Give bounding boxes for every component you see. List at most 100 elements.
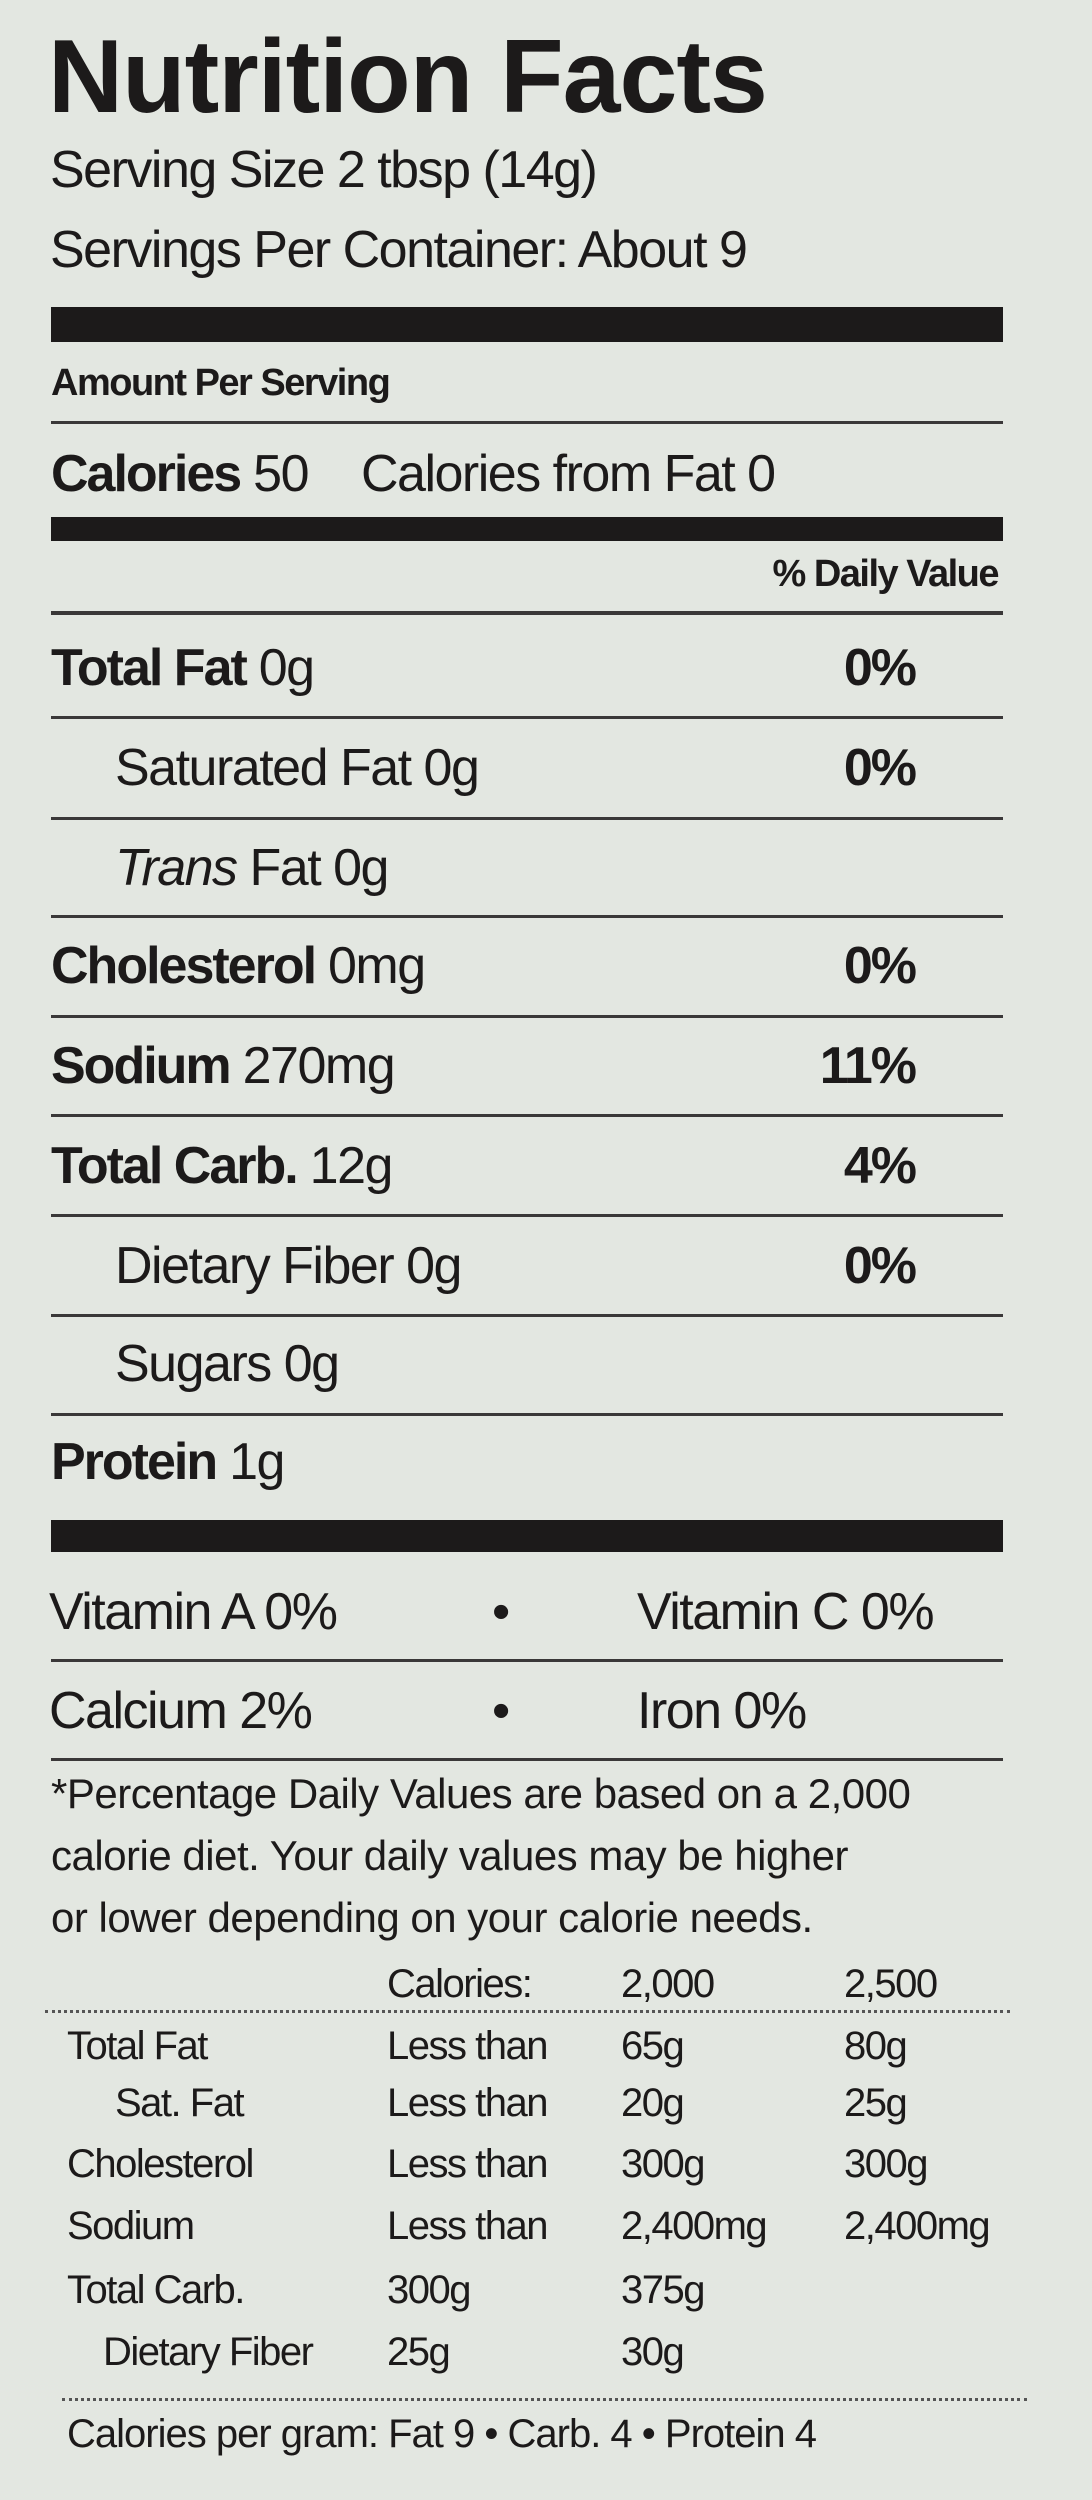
vitamin-left: Calcium 2% [49,1682,313,1740]
footnote-line: calorie diet. Your daily values may be h… [51,1832,849,1879]
daily-value-percent: 11% [819,1037,917,1095]
divider [51,421,1003,424]
table-cell: Less than [387,2024,548,2068]
divider [51,1758,1003,1761]
nutrient-name: Total Fat [51,639,248,697]
vitamin-left: Vitamin A 0% [49,1583,338,1641]
table-cell: 20g [621,2081,685,2125]
nutrient-amount: 0g [406,1237,462,1295]
footnote-line: or lower depending on your calorie needs… [51,1894,813,1941]
vitamin-right: Vitamin C 0% [637,1583,935,1641]
nutrient-label: Sodium 270mg [51,1036,396,1096]
nutrient-name: Dietary Fiber [115,1237,395,1295]
nutrient-label: Total Carb. 12g [51,1136,394,1196]
dotted-divider [62,2398,1027,2401]
daily-value-percent: 0% [843,937,917,995]
nutrient-name: Sodium [51,1037,232,1095]
table-cell: 80g [844,2024,908,2068]
bullet-icon: • [492,1682,510,1740]
thick-divider [51,517,1003,541]
nutrient-amount: 0g [283,1335,340,1393]
bullet-icon: • [492,1583,510,1641]
table-cell: Total Fat [67,2024,208,2068]
table-cell: 300g [844,2142,928,2186]
daily-value-header: % Daily Value [772,553,999,595]
nutrient-row: Sodium 270mg 11% [51,1036,1003,1096]
thick-divider [51,1520,1003,1552]
table-cell: Cholesterol [67,2142,254,2186]
table-header-cell: Calories: [387,1962,533,2006]
divider [51,1413,1003,1416]
table-cell: Sodium [67,2204,195,2248]
table-cell: Less than [387,2142,548,2186]
nutrient-row: Trans Fat 0g [51,838,1003,898]
nutrient-label: Protein 1g [51,1432,285,1492]
divider [51,1015,1003,1018]
nutrient-name: Total Carb. [51,1137,299,1195]
nutrient-name: Protein [51,1433,218,1491]
nutrient-row: Cholesterol 0mg 0% [51,936,1003,996]
nutrient-amount: 1g [229,1433,285,1491]
nutrient-name: Saturated Fat [115,739,412,797]
calories-value: 50 [253,445,309,503]
table-cell: 25g [387,2330,451,2374]
nutrient-row: Total Fat 0g 0% [51,638,1003,698]
nutrient-label: Total Fat 0g [51,638,315,698]
table-cell: 25g [844,2081,908,2125]
daily-value: 0% [843,638,917,698]
nutrient-name: Cholesterol [51,937,317,995]
calories-row: Calories 50 Calories from Fat 0 [51,444,776,504]
nutrient-label: Sugars 0g [115,1334,340,1394]
table-cell: 375g [621,2268,705,2312]
daily-value: 0% [843,1236,917,1296]
daily-value: 0% [843,936,917,996]
nutrient-label: Cholesterol 0mg [51,936,426,996]
divider [51,611,1003,615]
daily-value: 0% [843,738,917,798]
daily-value-percent: 0% [843,1237,917,1295]
nutrient-amount: 0g [423,739,480,797]
table-header-cell: 2,500 [844,1962,938,2006]
table-cell: Less than [387,2081,548,2125]
divider [51,915,1003,918]
table-cell: 2,400mg [844,2204,991,2248]
table-cell: Sat. Fat [115,2081,245,2125]
table-cell: 30g [621,2330,685,2374]
amount-per-serving: Amount Per Serving [51,362,391,404]
nutrient-amount: 0g [333,839,389,897]
nutrient-amount: 270mg [242,1037,396,1095]
divider [51,1314,1003,1317]
calories-label: Calories [51,445,242,503]
vitamin-right: Iron 0% [637,1682,807,1740]
table-cell: 300g [621,2142,705,2186]
table-cell: Less than [387,2204,548,2248]
table-header-cell: 2,000 [621,1962,715,2006]
nutrient-amount: 12g [309,1137,394,1195]
label-title: Nutrition Facts [48,19,768,135]
nutrient-amount: 0g [258,639,315,697]
table-cell: 300g [387,2268,471,2312]
footnote-line: *Percentage Daily Values are based on a … [51,1770,911,1817]
nutrient-name: Fat [249,839,322,897]
daily-value: 4% [843,1136,917,1196]
nutrient-row: Dietary Fiber 0g 0% [51,1236,1003,1296]
daily-value-percent: 4% [843,1137,917,1195]
daily-value: 11% [819,1036,917,1096]
table-cell: 2,400mg [621,2204,768,2248]
nutrient-label: Saturated Fat 0g [115,738,480,798]
divider [51,817,1003,820]
nutrient-amount: 0mg [328,937,426,995]
nutrient-row: Total Carb. 12g 4% [51,1136,1003,1196]
nutrient-row: Saturated Fat 0g 0% [51,738,1003,798]
divider [51,1659,1003,1662]
calories-from-fat: Calories from Fat 0 [360,445,776,503]
table-cell: Total Carb. [67,2268,245,2312]
dotted-divider [45,2010,1010,2013]
nutrient-italic-prefix: Trans [115,839,238,897]
daily-value-percent: 0% [843,639,917,697]
servings-per-container: Servings Per Container: About 9 [50,221,748,279]
divider [51,1114,1003,1117]
nutrient-label: Dietary Fiber 0g [115,1236,462,1296]
divider [51,1214,1003,1217]
daily-value-percent: 0% [843,739,917,797]
